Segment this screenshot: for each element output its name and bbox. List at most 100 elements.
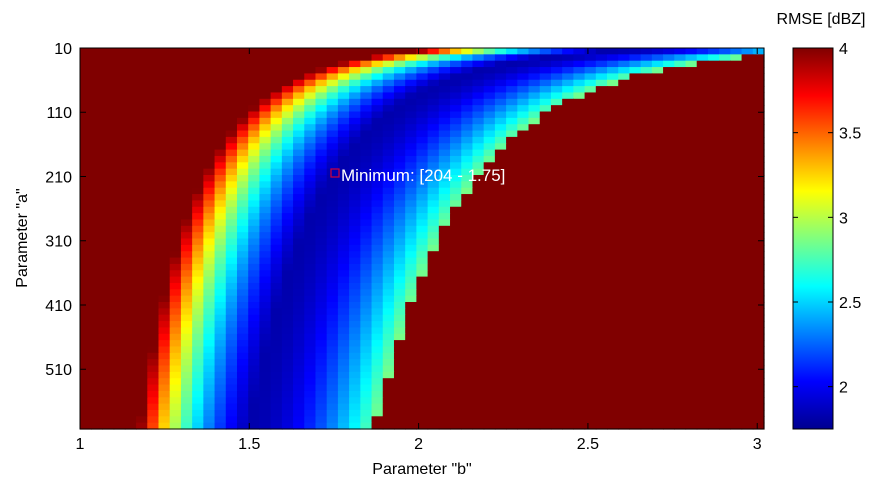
heatmap-cell: [494, 117, 507, 125]
heatmap-cell: [281, 409, 294, 417]
heatmap-cell: [663, 168, 675, 176]
heatmap-cell: [696, 390, 709, 398]
heatmap-cell: [550, 416, 563, 424]
heatmap-cell: [169, 276, 182, 284]
heatmap-cell: [203, 175, 216, 182]
heatmap-cell: [438, 263, 451, 271]
heatmap-cell: [169, 92, 182, 100]
heatmap-cell: [180, 232, 193, 240]
heatmap-cell: [304, 238, 317, 246]
heatmap-cell: [214, 187, 227, 195]
heatmap-cell: [180, 79, 193, 87]
heatmap-cell: [225, 117, 238, 125]
heatmap-cell: [169, 282, 182, 290]
heatmap-cell: [719, 213, 731, 221]
heatmap-cell: [539, 333, 552, 341]
heatmap-cell: [304, 327, 317, 335]
heatmap-cell: [640, 111, 653, 119]
heatmap-cell: [382, 181, 395, 189]
heatmap-cell: [214, 289, 227, 297]
heatmap-cell: [304, 124, 317, 132]
heatmap-cell: [550, 384, 563, 392]
heatmap-cell: [293, 92, 305, 100]
heatmap-cell: [629, 86, 642, 94]
heatmap-cell: [573, 314, 586, 322]
heatmap-cell: [270, 321, 283, 328]
heatmap-cell: [450, 308, 462, 316]
heatmap-cell: [629, 416, 642, 424]
heatmap-cell: [371, 117, 384, 125]
heatmap-cell: [293, 390, 305, 398]
heatmap-cell: [685, 327, 698, 335]
heatmap-cell: [651, 416, 664, 424]
heatmap-cell: [562, 143, 574, 151]
heatmap-cell: [393, 282, 406, 290]
heatmap-cell: [147, 251, 160, 259]
heatmap-cell: [461, 346, 474, 354]
heatmap-cell: [192, 232, 204, 240]
heatmap-cell: [528, 263, 541, 271]
heatmap-cell: [136, 238, 148, 246]
heatmap-cell: [618, 365, 631, 373]
heatmap-cell: [80, 346, 92, 354]
heatmap-cell: [685, 162, 698, 170]
heatmap-cell: [528, 67, 541, 74]
heatmap-cell: [136, 340, 148, 348]
heatmap-cell: [371, 263, 384, 271]
heatmap-cell: [416, 289, 429, 297]
heatmap-cell: [640, 422, 653, 430]
heatmap-cell: [371, 346, 384, 354]
heatmap-cell: [124, 371, 137, 379]
heatmap-cell: [663, 263, 675, 271]
heatmap-cell: [685, 384, 698, 392]
heatmap-cell: [236, 352, 249, 360]
heatmap-cell: [169, 327, 182, 335]
heatmap-cell: [528, 117, 541, 125]
heatmap-cell: [136, 397, 148, 405]
heatmap-cell: [483, 416, 496, 424]
heatmap-cell: [483, 130, 496, 138]
heatmap-cell: [124, 92, 137, 100]
colorbar-tick-label: 2: [839, 380, 848, 397]
heatmap-cell: [180, 105, 193, 113]
heatmap-cell: [416, 48, 429, 55]
heatmap-cell: [203, 359, 216, 367]
heatmap-cell: [293, 73, 305, 81]
heatmap-cell: [147, 67, 160, 74]
heatmap-cell: [124, 333, 137, 341]
heatmap-cell: [674, 117, 687, 125]
heatmap-cell: [147, 225, 160, 233]
heatmap-cell: [91, 302, 104, 309]
heatmap-cell: [517, 327, 530, 335]
heatmap-cell: [539, 340, 552, 348]
heatmap-cell: [584, 270, 597, 278]
heatmap-cell: [461, 175, 474, 182]
heatmap-cell: [461, 48, 474, 55]
heatmap-cell: [180, 327, 193, 335]
heatmap-cell: [584, 54, 597, 62]
heatmap-cell: [741, 79, 754, 87]
heatmap-cell: [360, 276, 373, 284]
heatmap-cell: [494, 136, 507, 144]
heatmap-cell: [113, 111, 126, 119]
heatmap-cell: [595, 397, 608, 405]
heatmap-cell: [293, 105, 305, 113]
heatmap-cell: [506, 206, 518, 214]
heatmap-cell: [416, 143, 429, 151]
heatmap-cell: [607, 384, 619, 392]
heatmap-cell: [293, 86, 305, 94]
heatmap-cell: [741, 67, 754, 74]
heatmap-cell: [707, 175, 720, 182]
heatmap-cell: [293, 200, 305, 208]
heatmap-cell: [550, 60, 563, 68]
heatmap-cell: [506, 117, 518, 125]
heatmap-cell: [494, 238, 507, 246]
heatmap-cell: [438, 390, 451, 398]
heatmap-cell: [337, 219, 350, 227]
heatmap-cell: [461, 384, 474, 392]
heatmap-cell: [696, 149, 709, 157]
heatmap-cell: [719, 378, 731, 386]
heatmap-cell: [270, 200, 283, 208]
heatmap-cell: [169, 289, 182, 297]
heatmap-cell: [528, 276, 541, 284]
